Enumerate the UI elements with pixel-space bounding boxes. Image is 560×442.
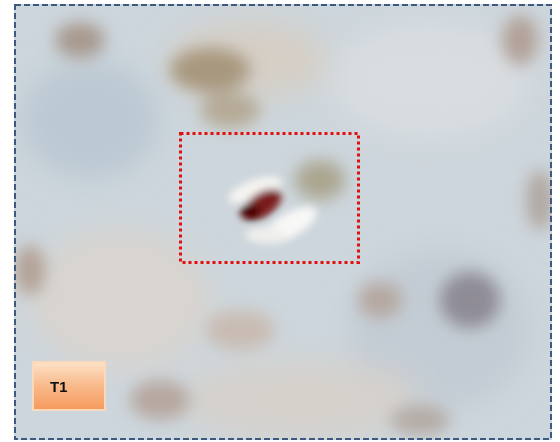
frame-border bbox=[14, 4, 552, 440]
label-box bbox=[32, 361, 106, 411]
label-text: T1 bbox=[50, 379, 68, 396]
region-box bbox=[179, 132, 360, 264]
